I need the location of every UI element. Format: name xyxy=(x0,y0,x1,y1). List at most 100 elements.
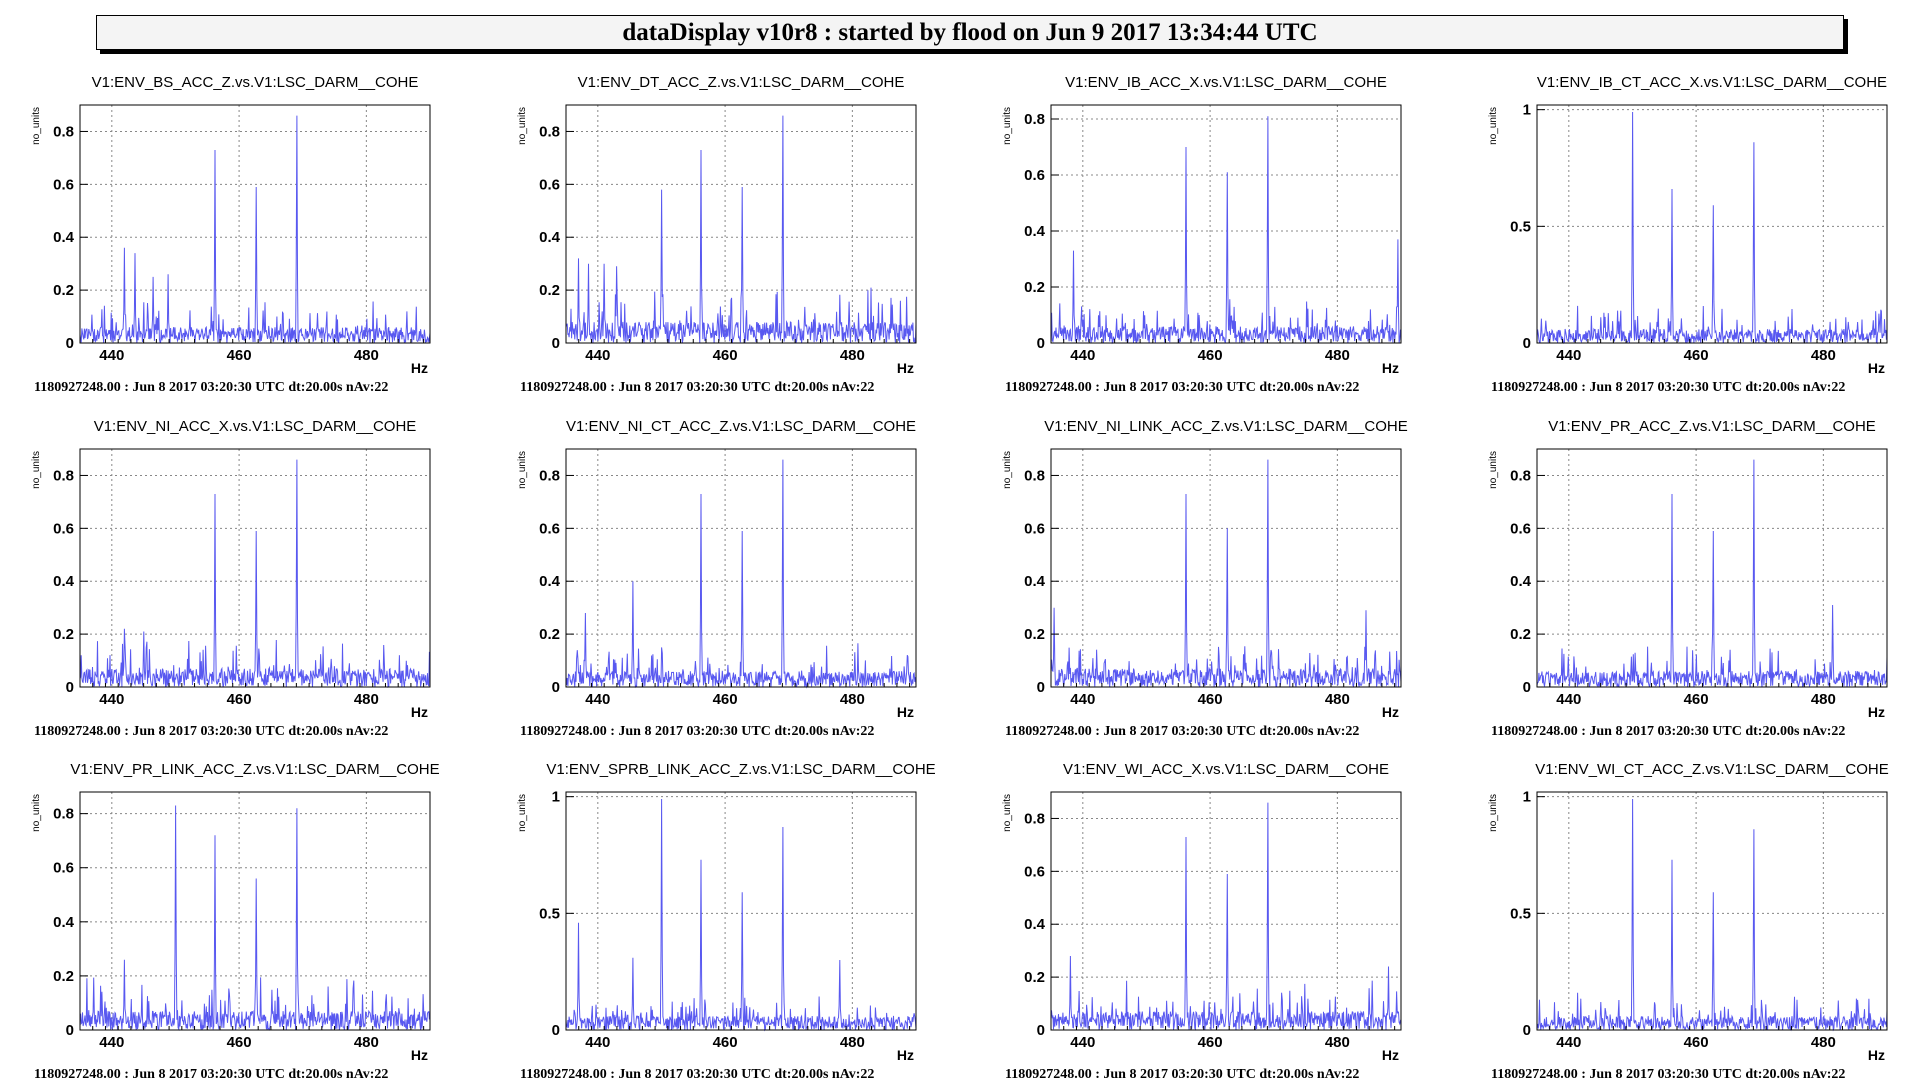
plot-frame xyxy=(79,104,431,344)
y-axis-label: no_units xyxy=(1002,451,1013,489)
chart-panel-4: V1:ENV_IB_CT_ACC_X.vs.V1:LSC_DARM__COHE 4… xyxy=(1488,74,1888,395)
x-tick-label: 440 xyxy=(1556,347,1581,364)
y-tick-label: 0 xyxy=(1523,1022,1531,1039)
y-axis-label: no_units xyxy=(1488,451,1499,489)
y-tick-label: 0.8 xyxy=(539,123,560,140)
x-tick-label: 460 xyxy=(227,691,252,708)
x-tick-label: 460 xyxy=(1198,691,1223,708)
x-tick-label: 480 xyxy=(840,691,865,708)
coherence-trace xyxy=(565,459,917,689)
chart-panel-8: V1:ENV_PR_ACC_Z.vs.V1:LSC_DARM__COHE 440 4… xyxy=(1488,418,1888,739)
x-axis-label: Hz xyxy=(1868,704,1885,720)
x-axis-label: Hz xyxy=(1868,360,1885,376)
chart-footer: 1180927248.00 : Jun 8 2017 03:20:30 UTC … xyxy=(520,380,874,395)
x-tick-label: 440 xyxy=(1070,691,1095,708)
y-axis-label: no_units xyxy=(517,451,528,489)
x-tick-label: 480 xyxy=(354,691,379,708)
chart-panel-3: V1:ENV_IB_ACC_X.vs.V1:LSC_DARM__COHE 440 4… xyxy=(1002,74,1402,395)
y-tick-label: 0.6 xyxy=(539,176,560,193)
y-tick-label: 0.6 xyxy=(53,860,74,877)
y-tick-label: 0.8 xyxy=(539,467,560,484)
y-tick-label: 0.2 xyxy=(1024,279,1045,296)
x-tick-label: 460 xyxy=(1198,347,1223,364)
y-axis-label: no_units xyxy=(31,794,42,832)
y-tick-label: 1 xyxy=(1523,789,1531,806)
y-tick-label: 0.2 xyxy=(1024,626,1045,643)
x-axis-label: Hz xyxy=(411,360,428,376)
plot-frame xyxy=(565,104,917,344)
y-tick-label: 0 xyxy=(66,1022,74,1039)
x-axis-label: Hz xyxy=(1382,360,1399,376)
y-axis-label: no_units xyxy=(1002,794,1013,832)
y-tick-label: 0.8 xyxy=(53,123,74,140)
header-banner: dataDisplay v10r8 : started by flood on … xyxy=(96,15,1844,50)
y-tick-label: 0 xyxy=(1037,1022,1045,1039)
plot-frame xyxy=(1050,448,1402,688)
x-axis-label: Hz xyxy=(411,1047,428,1063)
y-axis-label: no_units xyxy=(31,107,42,145)
x-tick-label: 460 xyxy=(1198,1034,1223,1051)
chart-title: V1:ENV_WI_CT_ACC_Z.vs.V1:LSC_DARM__COHE xyxy=(1535,761,1888,778)
x-tick-label: 480 xyxy=(1325,347,1350,364)
chart-panel-5: V1:ENV_NI_ACC_X.vs.V1:LSC_DARM__COHE 440 4… xyxy=(31,418,431,739)
y-tick-label: 0.5 xyxy=(539,905,560,922)
x-tick-label: 460 xyxy=(1684,691,1709,708)
y-axis-label: no_units xyxy=(31,451,42,489)
y-tick-label: 0.4 xyxy=(1024,916,1046,933)
y-axis-label: no_units xyxy=(517,107,528,145)
y-tick-label: 0 xyxy=(552,1022,560,1039)
x-tick-label: 460 xyxy=(713,1034,738,1051)
chart-footer: 1180927248.00 : Jun 8 2017 03:20:30 UTC … xyxy=(1005,724,1359,739)
coherence-trace xyxy=(1536,798,1888,1032)
x-tick-label: 480 xyxy=(1811,1034,1836,1051)
y-tick-label: 0.6 xyxy=(53,176,74,193)
x-tick-label: 480 xyxy=(1325,691,1350,708)
chart-title: V1:ENV_IB_ACC_X.vs.V1:LSC_DARM__COHE xyxy=(1065,74,1387,91)
y-tick-label: 1 xyxy=(552,789,560,806)
chart-footer: 1180927248.00 : Jun 8 2017 03:20:30 UTC … xyxy=(34,724,388,739)
x-tick-label: 460 xyxy=(227,347,252,364)
coherence-trace xyxy=(565,115,917,344)
y-tick-label: 0.2 xyxy=(53,282,74,299)
plot-frame xyxy=(79,448,431,688)
x-tick-label: 460 xyxy=(713,347,738,364)
coherence-trace xyxy=(1050,116,1402,345)
coherence-trace xyxy=(79,805,431,1032)
y-tick-label: 0 xyxy=(1523,335,1531,352)
y-tick-label: 0.8 xyxy=(1510,467,1531,484)
x-tick-label: 480 xyxy=(1811,347,1836,364)
plot-frame xyxy=(1050,104,1402,344)
x-axis-label: Hz xyxy=(1868,1047,1885,1063)
y-tick-label: 0 xyxy=(552,335,560,352)
plot-frame xyxy=(565,448,917,688)
y-tick-label: 0 xyxy=(552,679,560,696)
y-axis-label: no_units xyxy=(517,794,528,832)
y-tick-label: 0.4 xyxy=(53,573,75,590)
y-tick-label: 0.4 xyxy=(53,229,75,246)
y-tick-label: 0.6 xyxy=(539,520,560,537)
x-tick-label: 440 xyxy=(585,347,610,364)
coherence-trace xyxy=(1536,459,1888,688)
chart-panel-10: V1:ENV_SPRB_LINK_ACC_Z.vs.V1:LSC_DARM__C… xyxy=(517,761,936,1081)
coherence-trace xyxy=(1050,802,1402,1031)
y-tick-label: 0.4 xyxy=(539,229,561,246)
plot-frame xyxy=(1536,448,1888,688)
x-tick-label: 480 xyxy=(1325,1034,1350,1051)
chart-footer: 1180927248.00 : Jun 8 2017 03:20:30 UTC … xyxy=(1491,724,1845,739)
coherence-trace xyxy=(565,798,917,1032)
chart-title: V1:ENV_NI_CT_ACC_Z.vs.V1:LSC_DARM__COHE xyxy=(566,418,916,435)
chart-footer: 1180927248.00 : Jun 8 2017 03:20:30 UTC … xyxy=(1005,380,1359,395)
x-axis-label: Hz xyxy=(897,704,914,720)
x-tick-label: 460 xyxy=(1684,1034,1709,1051)
plot-frame xyxy=(1050,791,1402,1031)
chart-title: V1:ENV_PR_ACC_Z.vs.V1:LSC_DARM__COHE xyxy=(1548,418,1876,435)
x-tick-label: 480 xyxy=(840,1034,865,1051)
y-tick-label: 0.6 xyxy=(1024,520,1045,537)
chart-panel-11: V1:ENV_WI_ACC_X.vs.V1:LSC_DARM__COHE 440 4… xyxy=(1002,761,1402,1081)
chart-panel-7: V1:ENV_NI_LINK_ACC_Z.vs.V1:LSC_DARM__COH… xyxy=(1002,418,1408,739)
chart-footer: 1180927248.00 : Jun 8 2017 03:20:30 UTC … xyxy=(1491,380,1845,395)
coherence-trace xyxy=(1050,459,1402,688)
chart-panel-12: V1:ENV_WI_CT_ACC_Z.vs.V1:LSC_DARM__COHE 4… xyxy=(1488,761,1889,1081)
y-axis-label: no_units xyxy=(1488,794,1499,832)
